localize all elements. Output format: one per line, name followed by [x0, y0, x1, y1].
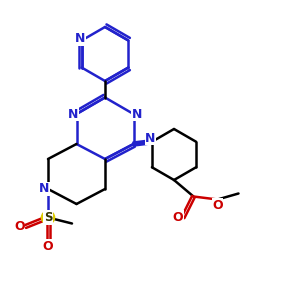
Text: N: N [132, 107, 142, 121]
Text: O: O [172, 211, 183, 224]
Text: O: O [14, 220, 25, 233]
Text: O: O [212, 199, 223, 212]
Text: N: N [39, 182, 50, 196]
Circle shape [41, 211, 55, 224]
Text: N: N [145, 132, 156, 145]
Text: S: S [44, 211, 52, 224]
Text: O: O [43, 239, 53, 253]
Text: N: N [75, 32, 85, 46]
Text: N: N [68, 107, 78, 121]
